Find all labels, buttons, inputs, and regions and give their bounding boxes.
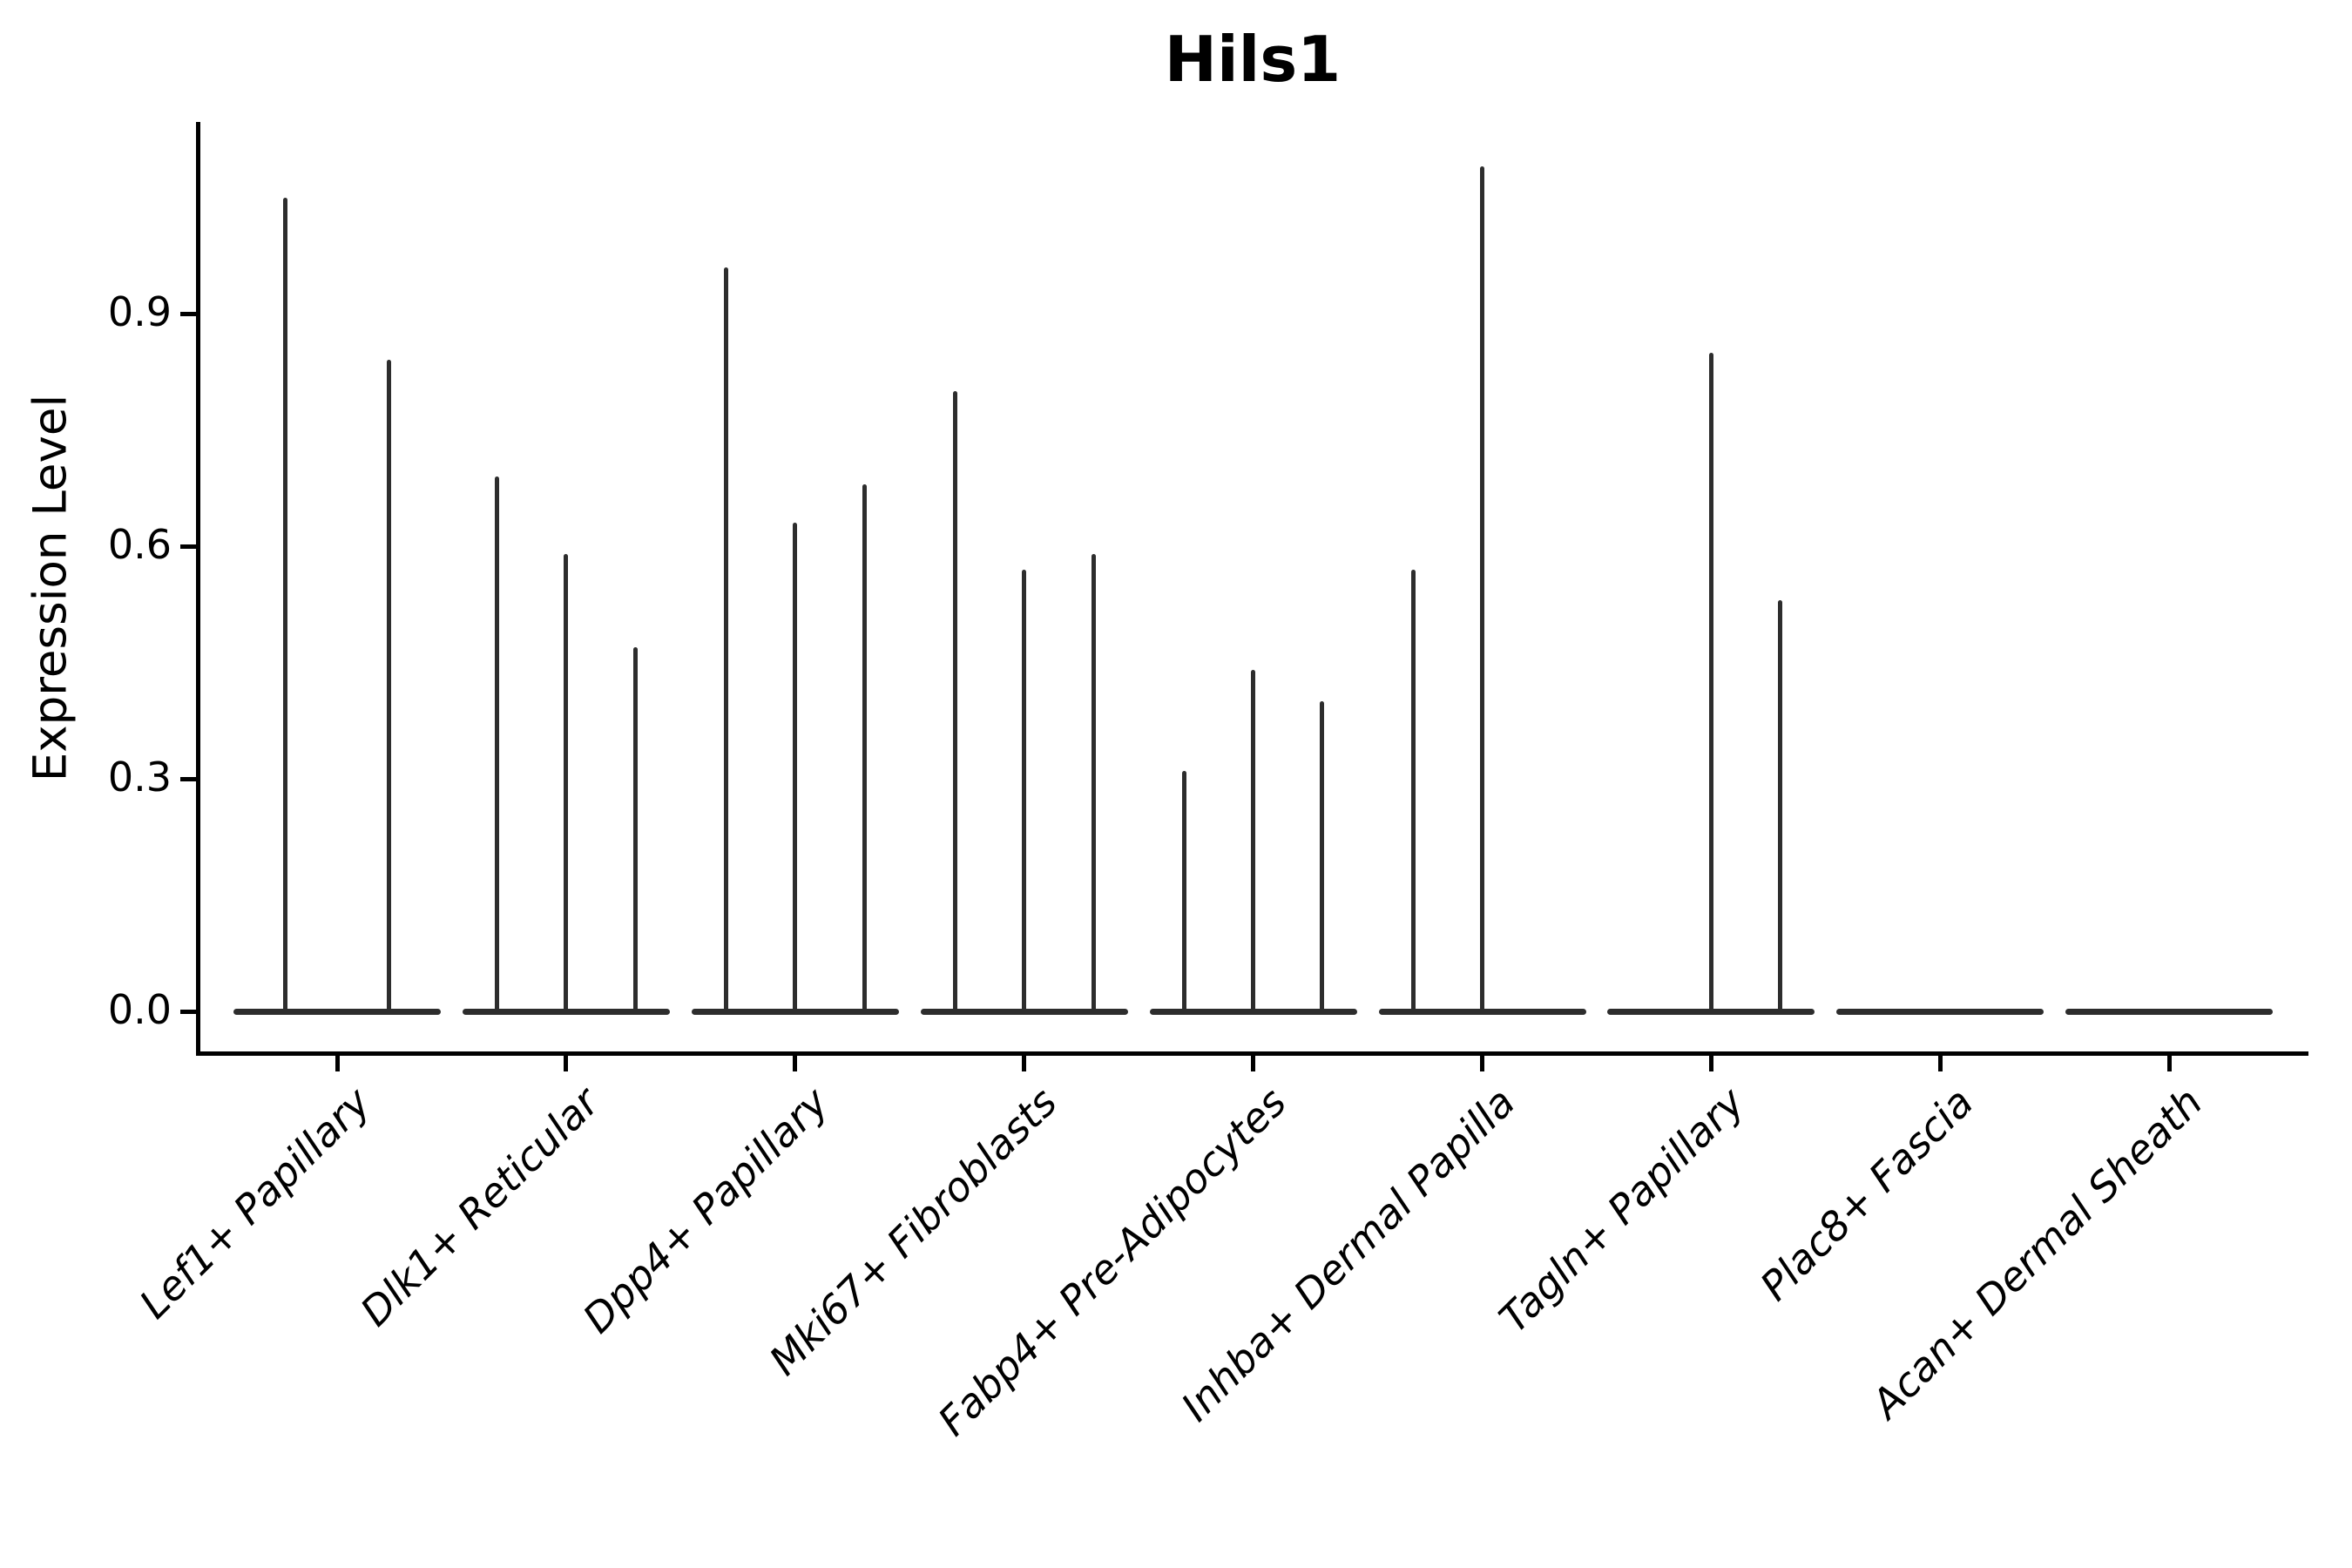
violin-spike — [793, 523, 798, 1013]
violin-base — [1836, 1008, 2044, 1015]
violin-spike — [1778, 600, 1783, 1013]
x-axis-tick — [1937, 1056, 1943, 1071]
x-axis-tick — [1708, 1056, 1713, 1071]
violin-spike — [1410, 569, 1416, 1013]
y-axis-label: Expression Level — [24, 394, 78, 782]
violin-base — [233, 1008, 441, 1015]
violin-spike — [723, 267, 728, 1013]
violin-spike — [862, 483, 867, 1013]
y-axis-tick — [180, 776, 196, 781]
y-axis-tick-label: 0.6 — [107, 520, 172, 568]
x-axis-tick — [1480, 1056, 1484, 1071]
violin-spike — [1480, 166, 1484, 1013]
x-axis-category-label: Plac8+ Fascia — [1751, 1078, 1983, 1310]
violin-spike — [1251, 670, 1256, 1013]
x-axis-tick — [1251, 1056, 1256, 1071]
x-axis-spine — [196, 1051, 2308, 1056]
violin-spike — [495, 476, 500, 1013]
x-axis-tick — [793, 1056, 798, 1071]
y-axis-tick-label: 0.9 — [107, 287, 172, 335]
y-axis-tick — [180, 1009, 196, 1014]
x-axis-category-label: Dpp4+ Papillary — [573, 1078, 837, 1342]
y-axis-tick-label: 0.3 — [107, 753, 172, 801]
violin-spike — [1091, 553, 1096, 1013]
violin-spike — [1708, 352, 1713, 1013]
y-axis-tick-label: 0.0 — [107, 985, 172, 1033]
x-axis-category-label: Tagln+ Papillary — [1490, 1078, 1754, 1342]
violin-spike — [952, 391, 957, 1013]
x-axis-tick — [2166, 1056, 2172, 1071]
violin-spike — [283, 197, 287, 1013]
violin-spike — [1320, 701, 1325, 1013]
x-axis-tick — [335, 1056, 340, 1071]
violin-spike — [1181, 771, 1186, 1013]
violin-base — [2065, 1008, 2274, 1015]
y-axis-tick — [180, 311, 196, 316]
x-axis-tick — [1022, 1056, 1027, 1071]
y-axis-spine — [196, 122, 200, 1056]
chart-title: Hils1 — [1164, 23, 1342, 96]
violin-spike — [632, 646, 638, 1013]
violin-spike — [1022, 569, 1027, 1013]
violin-spike — [387, 360, 391, 1013]
x-axis-category-label: Dlk1+ Reticular — [351, 1078, 609, 1335]
x-axis-tick — [564, 1056, 569, 1071]
y-axis-tick — [180, 544, 196, 549]
violin-spike — [564, 553, 569, 1013]
x-axis-category-label: Lef1+ Papillary — [130, 1078, 380, 1328]
